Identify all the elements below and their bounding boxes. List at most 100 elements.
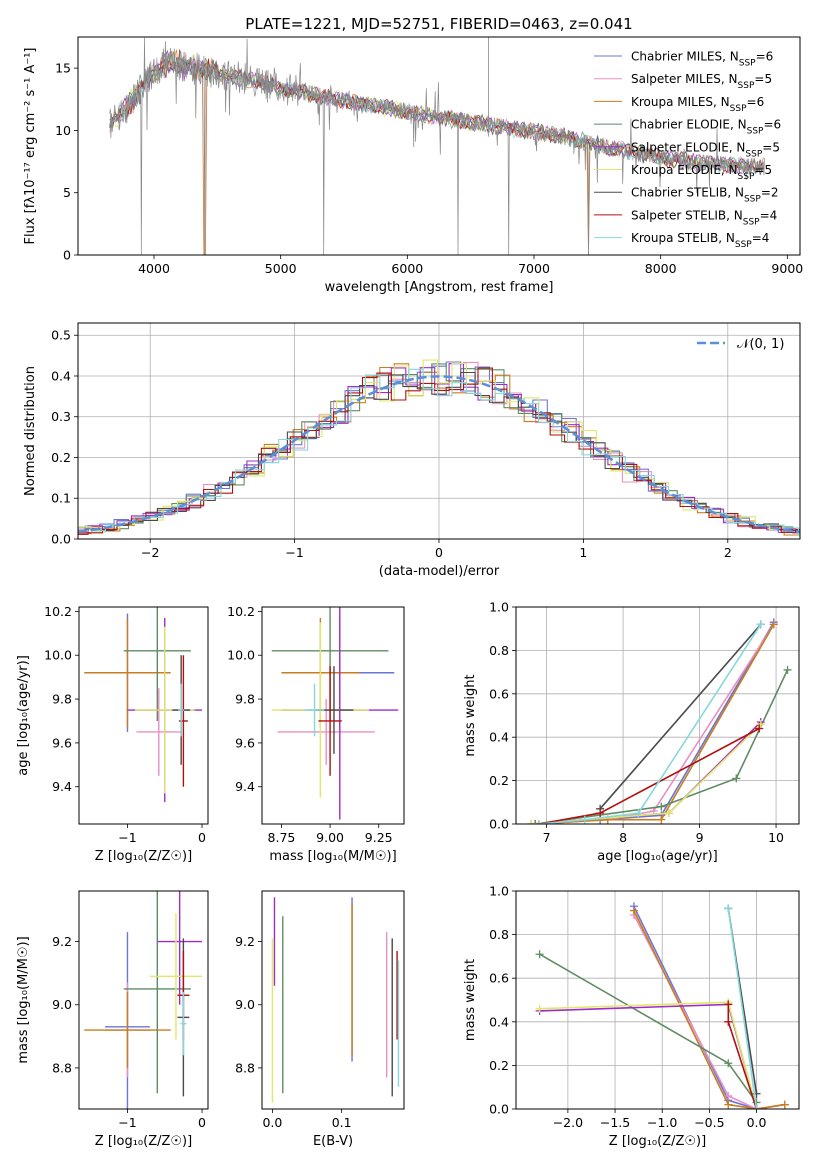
y-tick-label: 0.6 bbox=[489, 686, 509, 701]
plot-area bbox=[527, 618, 792, 824]
y-tick-label: 9.0 bbox=[235, 997, 255, 1012]
x-tick-label: 9.00 bbox=[316, 830, 344, 845]
y-tick-label: 9.2 bbox=[52, 934, 72, 949]
y-tick-label: 0.0 bbox=[51, 532, 71, 547]
legend-label: Kroupa MILES, NSSP=6 bbox=[631, 95, 764, 114]
z-vs-mass-panel: −1 0 8.8 9.0 9.2 Z [log₁₀(Z/Z☉)] mass [log₁₀(M… bbox=[16, 890, 209, 1149]
y-tick-label: 5 bbox=[63, 185, 71, 200]
mass-weight-line bbox=[727, 908, 758, 1109]
residuals-panel: −2 −1 0 1 2 0.0 0.1 0.2 0.3 0.4 0.5 (data-model)/er… bbox=[23, 322, 801, 579]
y-axis-label: Flux [fλ10⁻¹⁷ erg cm⁻² s⁻¹ A⁻¹] bbox=[23, 48, 38, 245]
legend-label: Chabrier ELODIE, NSSP=6 bbox=[631, 118, 781, 137]
axes-frame bbox=[261, 606, 405, 825]
mass-weight-marker bbox=[780, 1100, 789, 1109]
x-tick-label: 7 bbox=[543, 830, 551, 845]
mass-weight-marker bbox=[752, 1105, 761, 1109]
y-axis-label: mass [log₁₀(M/M☉)] bbox=[16, 936, 31, 1063]
y-tick-label: 0.8 bbox=[489, 643, 509, 658]
mass-weight-marker bbox=[531, 820, 540, 824]
mass-weight-line bbox=[535, 624, 775, 824]
x-axis-label: age [log₁₀(age/yr)] bbox=[597, 849, 718, 864]
mass-weight-marker bbox=[769, 620, 778, 629]
y-tick-label: 10.2 bbox=[44, 604, 72, 619]
mass-weight-marker bbox=[724, 1100, 733, 1109]
y-tick-label: 0.1 bbox=[51, 491, 71, 506]
observed-spectrum-line bbox=[109, 37, 765, 255]
mass-weight-marker bbox=[724, 1017, 733, 1026]
y-tick-label: 10.2 bbox=[227, 604, 255, 619]
x-axis-label: Z [log₁₀(Z/Z☉)] bbox=[609, 1134, 706, 1149]
mass-weight-marker bbox=[755, 724, 764, 733]
x-tick-label: 7000 bbox=[518, 261, 550, 276]
mass-weight-line bbox=[538, 727, 760, 824]
mass-weight-marker bbox=[783, 665, 792, 674]
y-tick-label: 8.8 bbox=[52, 1060, 72, 1075]
mass-weight-marker bbox=[657, 802, 666, 811]
normal-curve bbox=[78, 375, 800, 534]
x-tick-label: 2 bbox=[724, 545, 732, 560]
y-tick-label: 0.0 bbox=[489, 817, 509, 832]
mass-weight-marker bbox=[634, 809, 643, 818]
x-tick-label: −1 bbox=[118, 830, 136, 845]
x-tick-label: 0 bbox=[435, 545, 443, 560]
y-axis-label: age [log₁₀(age/yr)] bbox=[16, 655, 31, 776]
mass-weight-line bbox=[633, 910, 785, 1109]
y-tick-label: 9.2 bbox=[235, 934, 255, 949]
mass-weight-marker bbox=[596, 809, 605, 818]
mass-weight-line bbox=[599, 623, 762, 810]
mass-weight-marker bbox=[724, 1059, 733, 1068]
x-tick-label: 8.75 bbox=[268, 830, 296, 845]
residual-histogram-step bbox=[78, 367, 800, 535]
mass-weight-line bbox=[534, 669, 789, 824]
x-axis-label: E(B-V) bbox=[313, 1134, 353, 1149]
ebv-vs-mass-panel: 0.0 0.1 8.8 9.0 9.2 E(B-V) bbox=[235, 890, 405, 1149]
x-tick-label: −2 bbox=[141, 545, 159, 560]
axes-frame bbox=[261, 890, 405, 1110]
y-tick-label: 9.6 bbox=[235, 735, 255, 750]
axes-frame bbox=[515, 890, 800, 1110]
y-tick-label: 0.3 bbox=[51, 409, 71, 424]
x-tick-label: 1 bbox=[579, 545, 587, 560]
y-tick-label: 1.0 bbox=[489, 600, 509, 615]
mass-weight-marker bbox=[534, 820, 543, 824]
legend-label: Salpeter STELIB, NSSP=4 bbox=[631, 208, 777, 227]
x-tick-label: 4000 bbox=[138, 261, 170, 276]
y-tick-label: 9.4 bbox=[235, 779, 255, 794]
y-tick-label: 10.0 bbox=[44, 648, 72, 663]
mass-weight-marker bbox=[527, 820, 536, 824]
mass-weight-line bbox=[535, 621, 775, 824]
x-tick-label: −1.5 bbox=[600, 1115, 630, 1130]
x-axis-label: Z [log₁₀(Z/Z☉)] bbox=[95, 1134, 192, 1149]
x-tick-label: 0.0 bbox=[262, 1115, 282, 1130]
y-tick-label: 0 bbox=[63, 248, 71, 263]
y-tick-label: 9.8 bbox=[52, 692, 72, 707]
figure-title: PLATE=1221, MJD=52751, FIBERID=0463, z=0… bbox=[245, 15, 632, 33]
x-tick-label: 9.25 bbox=[365, 830, 393, 845]
y-tick-label: 0.2 bbox=[51, 450, 71, 465]
mass-weight-marker bbox=[724, 904, 733, 913]
y-axis-label: Normed distribution bbox=[23, 366, 38, 496]
spectrum-panel: 4000 5000 6000 7000 8000 9000 0 5 10 15 wavelength… bbox=[23, 36, 803, 295]
x-tick-label: 9 bbox=[696, 830, 704, 845]
plot-area bbox=[109, 37, 765, 255]
mass-weight-marker bbox=[724, 1000, 733, 1009]
mass-weight-marker bbox=[580, 815, 589, 824]
y-tick-label: 1.0 bbox=[489, 884, 509, 899]
mass-weight-marker bbox=[756, 620, 765, 629]
mass-weight-line bbox=[538, 623, 762, 824]
x-tick-label: −0.5 bbox=[694, 1115, 724, 1130]
x-tick-label: 0.1 bbox=[332, 1115, 352, 1130]
y-tick-label: 0.6 bbox=[489, 971, 509, 986]
mass-weight-marker bbox=[732, 774, 741, 783]
legend-label: Chabrier STELIB, NSSP=2 bbox=[631, 186, 779, 205]
mass-weight-marker bbox=[629, 906, 638, 915]
x-tick-label: 0 bbox=[198, 1115, 206, 1130]
x-axis-label: Z [log₁₀(Z/Z☉)] bbox=[95, 849, 192, 864]
x-tick-label: −1 bbox=[285, 545, 303, 560]
y-tick-label: 0.2 bbox=[489, 1058, 509, 1073]
y-tick-label: 0.4 bbox=[489, 730, 509, 745]
y-tick-label: 0.5 bbox=[51, 328, 71, 343]
axes-frame bbox=[77, 322, 801, 540]
axes-frame bbox=[78, 606, 209, 825]
